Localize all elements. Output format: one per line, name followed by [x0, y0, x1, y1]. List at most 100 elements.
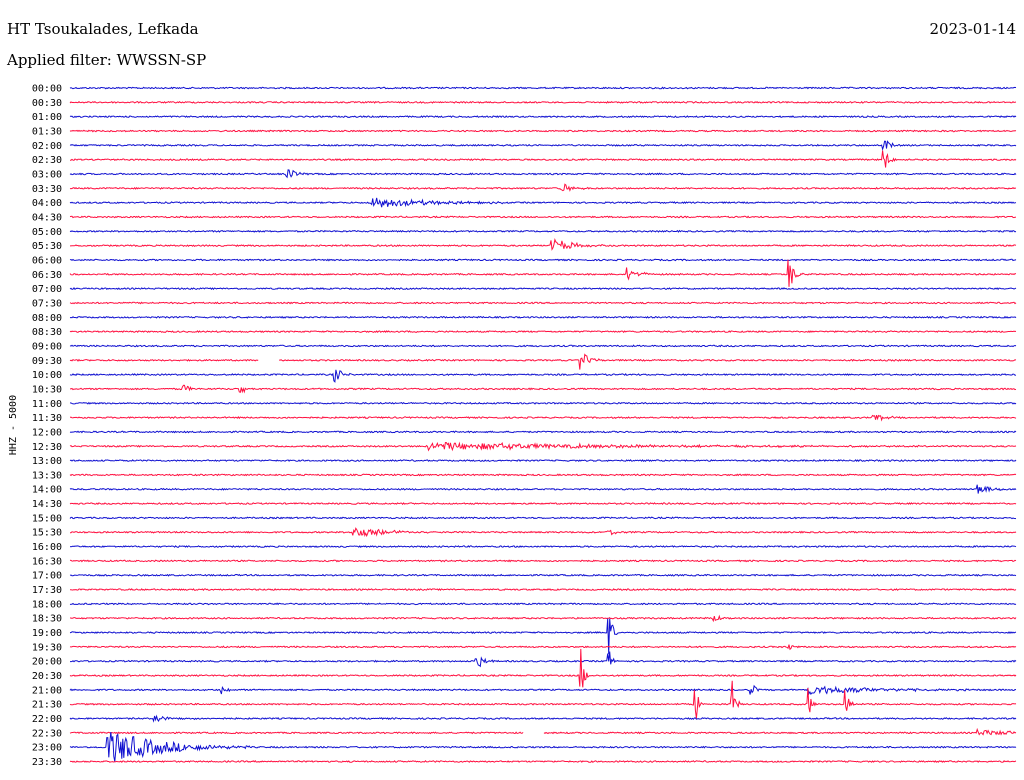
y-tick-label: 17:00: [32, 571, 62, 582]
y-tick-label: 08:00: [32, 313, 62, 324]
y-tick-label: 09:00: [32, 341, 62, 352]
y-tick-label: 01:00: [32, 112, 62, 123]
y-tick-label: 07:30: [32, 298, 62, 309]
y-tick-label: 00:30: [32, 98, 62, 109]
trace-line: [69, 473, 1017, 477]
trace-line: [70, 384, 1017, 394]
trace-line: [69, 573, 1017, 577]
trace-line: [69, 197, 1017, 208]
y-tick-label: 16:30: [32, 556, 62, 567]
y-tick-label: 12:30: [32, 442, 62, 453]
trace-line: [70, 527, 1017, 538]
trace-line: [69, 618, 1017, 655]
y-tick-label: 06:00: [32, 255, 62, 266]
y-tick-label: 23:00: [32, 743, 62, 754]
y-tick-label: 15:00: [32, 513, 62, 524]
trace-line: [69, 401, 1017, 405]
y-tick-label: 21:30: [32, 700, 62, 711]
trace-line: [69, 414, 1017, 422]
trace-line: [69, 86, 1017, 90]
y-tick-label: 11:30: [32, 413, 62, 424]
y-tick-label: 05:00: [32, 227, 62, 238]
trace-line: [69, 301, 1017, 305]
y-tick-label: 10:30: [32, 384, 62, 395]
trace-line: [69, 502, 1017, 506]
trace-line: [70, 238, 1017, 251]
y-tick-label: 16:00: [32, 542, 62, 553]
trace-line: [69, 760, 1017, 763]
y-tick-label: 02:30: [32, 155, 62, 166]
y-tick-label: 17:30: [32, 585, 62, 596]
y-tick-label: 19:30: [32, 642, 62, 653]
trace-line: [69, 648, 1017, 688]
trace-line: [69, 559, 1017, 563]
y-tick-label: 04:00: [32, 198, 62, 209]
y-tick-label: 03:30: [32, 184, 62, 195]
trace-line: [69, 369, 1017, 383]
trace-line: [69, 183, 1017, 192]
y-tick-label: 22:00: [32, 714, 62, 725]
y-axis-label: HHZ - 5000: [8, 395, 19, 455]
y-tick-label: 23:30: [32, 757, 62, 768]
y-tick-label: 02:00: [32, 141, 62, 152]
y-tick-label: 19:00: [32, 628, 62, 639]
trace-line: [69, 516, 1017, 520]
trace-line: [70, 588, 1017, 591]
y-tick-label: 00:00: [32, 84, 62, 95]
y-tick-label: 04:30: [32, 212, 62, 223]
trace-line: [69, 259, 1017, 287]
y-tick-label: 14:30: [32, 499, 62, 510]
trace-line: [69, 684, 1017, 696]
y-tick-label: 18:30: [32, 614, 62, 625]
trace-line: [69, 129, 1017, 133]
y-tick-label: 05:30: [32, 241, 62, 252]
y-tick-label: 13:00: [32, 456, 62, 467]
y-tick-label: 01:30: [32, 126, 62, 137]
y-tick-label: 09:30: [32, 356, 62, 367]
station-title: HT Tsoukalades, Lefkada: [7, 20, 199, 38]
trace-line: [69, 727, 1017, 736]
trace-line: [69, 441, 1017, 452]
trace-line: [69, 459, 1017, 463]
y-tick-label: 18:00: [32, 599, 62, 610]
y-tick-label: 14:00: [32, 485, 62, 496]
filter-label: Applied filter: WWSSN-SP: [7, 51, 207, 69]
y-tick-label: 22:30: [32, 728, 62, 739]
trace-line: [69, 484, 1017, 494]
trace-line: [69, 229, 1017, 233]
trace-line: [69, 287, 1017, 291]
y-tick-label: 20:00: [32, 657, 62, 668]
y-tick-label: 21:00: [32, 685, 62, 696]
trace-line: [69, 258, 1017, 262]
trace-line: [69, 353, 1017, 370]
trace-line: [69, 315, 1017, 319]
trace-line: [69, 680, 1017, 719]
trace-line: [69, 732, 1017, 762]
trace-line: [69, 115, 1017, 119]
date-label: 2023-01-14: [929, 20, 1016, 38]
y-tick-label: 12:00: [32, 427, 62, 438]
y-tick-label: 06:30: [32, 270, 62, 281]
trace-line: [69, 644, 1017, 651]
y-tick-label: 11:00: [32, 399, 62, 410]
trace-line: [70, 651, 1017, 668]
trace-line: [70, 150, 1017, 168]
y-tick-labels: 00:00 00:30 01:00 01:30 02:00 02:30 03:00 03:30…: [32, 84, 62, 769]
trace-line: [69, 169, 1017, 179]
y-tick-label: 13:30: [32, 470, 62, 481]
y-tick-label: 10:00: [32, 370, 62, 381]
trace-line: [69, 344, 1017, 348]
y-tick-label: 03:00: [32, 169, 62, 180]
trace-line: [69, 714, 1017, 723]
y-tick-label: 20:30: [32, 671, 62, 682]
trace-line: [69, 545, 1017, 549]
trace-line: [69, 100, 1017, 104]
y-tick-label: 07:00: [32, 284, 62, 295]
y-tick-label: 08:30: [32, 327, 62, 338]
y-tick-label: 15:30: [32, 528, 62, 539]
trace-line: [69, 140, 1017, 152]
trace-line: [69, 215, 1017, 219]
seismic-traces: [69, 86, 1017, 763]
trace-line: [69, 602, 1017, 606]
